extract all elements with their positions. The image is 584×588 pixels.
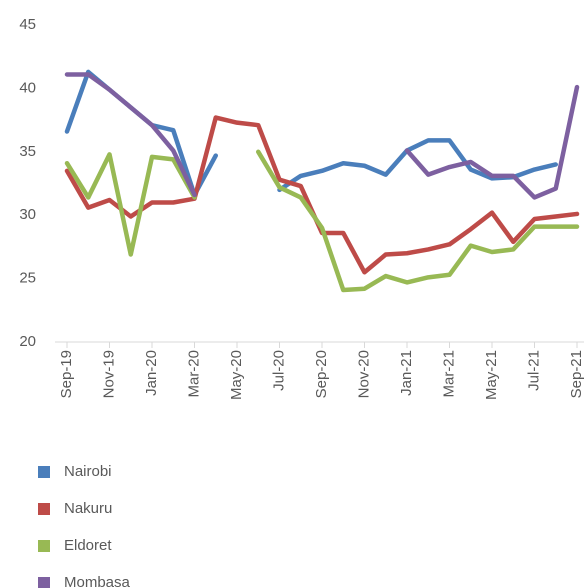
line xyxy=(64,72,197,198)
line xyxy=(404,84,580,200)
y-tick-label: 25 xyxy=(19,270,36,287)
legend-swatch xyxy=(38,503,50,515)
x-tick-label: May-21 xyxy=(483,350,500,400)
x-tick-label: Sep-21 xyxy=(568,350,584,398)
x-tick-label: Sep-19 xyxy=(58,350,75,398)
legend-label: Nakuru xyxy=(64,500,112,517)
x-tick-label: Jul-20 xyxy=(270,350,287,391)
x-tick-label: Jan-20 xyxy=(143,350,160,396)
legend-swatch xyxy=(38,540,50,552)
y-tick-label: 35 xyxy=(19,143,36,160)
y-tick-label: 20 xyxy=(19,333,36,350)
legend-swatch xyxy=(38,466,50,478)
line xyxy=(64,152,197,257)
x-tick-label: Nov-19 xyxy=(100,350,117,398)
x-tick-label: May-20 xyxy=(228,350,245,400)
legend-label: Eldoret xyxy=(64,537,112,554)
y-tick-label: 45 xyxy=(19,16,36,33)
line xyxy=(64,69,218,198)
x-tick-label: Mar-21 xyxy=(440,350,457,398)
legend-swatch xyxy=(38,577,50,588)
y-tick-label: 40 xyxy=(19,79,36,96)
x-tick-label: Jul-21 xyxy=(525,350,542,391)
x-tick-label: Jan-21 xyxy=(398,350,415,396)
line xyxy=(256,149,580,293)
x-tick-label: Sep-20 xyxy=(313,350,330,398)
legend-label: Nairobi xyxy=(64,463,112,480)
x-tick-label: Nov-20 xyxy=(355,350,372,398)
legend-label: Mombasa xyxy=(64,574,131,588)
y-tick-label: 30 xyxy=(19,206,36,223)
x-tick-label: Mar-20 xyxy=(185,350,202,398)
